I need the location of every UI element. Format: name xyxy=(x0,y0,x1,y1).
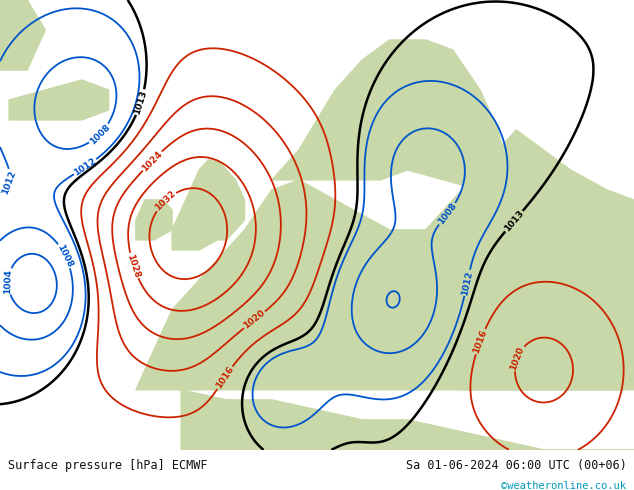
Text: 1032: 1032 xyxy=(153,189,178,213)
Text: ©weatheronline.co.uk: ©weatheronline.co.uk xyxy=(501,481,626,490)
Polygon shape xyxy=(462,330,625,390)
Polygon shape xyxy=(0,0,45,70)
Text: 1020: 1020 xyxy=(509,345,526,371)
Text: 1012: 1012 xyxy=(460,270,474,296)
Text: 1024: 1024 xyxy=(140,149,164,173)
Text: 1008: 1008 xyxy=(56,243,75,269)
Text: 1016: 1016 xyxy=(472,328,489,355)
Polygon shape xyxy=(181,390,634,450)
Polygon shape xyxy=(136,200,172,240)
Polygon shape xyxy=(9,80,108,120)
Text: 1013: 1013 xyxy=(503,209,526,234)
Text: 1020: 1020 xyxy=(242,309,267,331)
Polygon shape xyxy=(136,130,634,390)
Text: 1013: 1013 xyxy=(133,89,149,116)
Text: Surface pressure [hPa] ECMWF: Surface pressure [hPa] ECMWF xyxy=(8,459,207,471)
Text: 1028: 1028 xyxy=(126,252,141,279)
Text: 1008: 1008 xyxy=(436,201,458,226)
Text: 1004: 1004 xyxy=(3,269,13,294)
Text: 1012: 1012 xyxy=(0,169,17,195)
Polygon shape xyxy=(172,160,245,250)
Text: 1008: 1008 xyxy=(87,122,112,146)
Text: 1016: 1016 xyxy=(214,365,235,391)
Text: 1012: 1012 xyxy=(72,156,98,178)
Text: Sa 01-06-2024 06:00 UTC (00+06): Sa 01-06-2024 06:00 UTC (00+06) xyxy=(406,459,626,471)
Polygon shape xyxy=(272,40,507,190)
